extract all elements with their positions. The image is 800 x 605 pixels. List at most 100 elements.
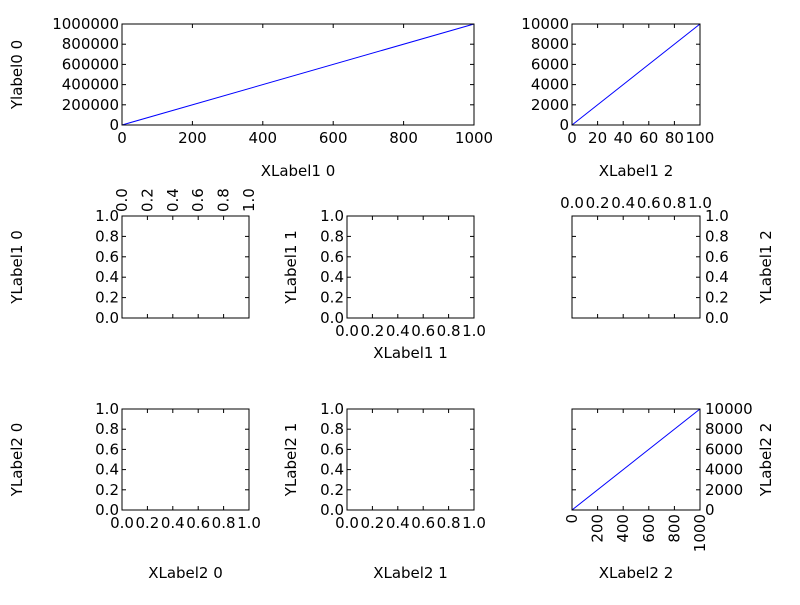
x-tick-label: 0.2 [360, 322, 384, 340]
y-tick-label: 0.4 [95, 268, 119, 286]
series-line [121, 23, 475, 126]
y-tick-label: 0.2 [95, 289, 119, 307]
y-tick-label: 0.0 [95, 309, 119, 327]
x-axis-label: XLabel2 1 [373, 564, 448, 582]
x-tick-label: 0.6 [411, 514, 435, 532]
axes-frame [121, 215, 250, 319]
y-tick-label: 1.0 [95, 400, 119, 418]
x-tick-label: 0.6 [186, 514, 210, 532]
x-tick-label: 800 [389, 129, 418, 147]
x-tick-label: 0.4 [386, 322, 410, 340]
x-tick-label: 1000 [691, 514, 709, 552]
x-tick-label: 40 [614, 129, 633, 147]
x-tick-label: 20 [588, 129, 607, 147]
y-tick-label: 0.6 [95, 440, 119, 458]
y-tick-label: 0.8 [705, 227, 729, 245]
x-tick-label: 0.8 [437, 514, 461, 532]
x-axis-label: XLabel1 2 [599, 162, 674, 180]
y-tick-label: 2000 [531, 96, 569, 114]
x-tick-label: 80 [665, 129, 684, 147]
axes-ax21: 0.0 0.2 0.4 0.6 0.8 1.00.00.20.40.60.81.0YLab… [282, 400, 486, 582]
x-tick-label: 600 [319, 129, 348, 147]
y-tick-label: 0.0 [320, 309, 344, 327]
y-tick-label: 800000 [62, 35, 119, 53]
y-tick-label: 1.0 [320, 207, 344, 225]
x-tick-label: 0.8 [662, 194, 686, 212]
x-tick-label: 400 [614, 514, 632, 543]
x-tick-label: 60 [639, 129, 658, 147]
y-tick-label: 0.6 [705, 248, 729, 266]
y-tick-label: 0.4 [320, 268, 344, 286]
y-tick-label: 4000 [705, 461, 743, 479]
x-tick-label: 0.2 [135, 514, 159, 532]
y-tick-label: 0.2 [95, 481, 119, 499]
y-tick-label: 0.2 [320, 289, 344, 307]
x-tick-label: 0.2 [138, 188, 156, 212]
x-tick-label: 0.0 [110, 514, 134, 532]
x-tick-label: 0.4 [161, 514, 185, 532]
x-tick-label: 0.2 [360, 514, 384, 532]
x-tick-label: 0.6 [637, 194, 661, 212]
x-tick-label: 0.8 [215, 188, 233, 212]
x-tick-label: 1.0 [688, 194, 712, 212]
y-tick-label: 0.4 [705, 268, 729, 286]
y-tick-label: 1.0 [320, 400, 344, 418]
x-tick-label: 0.0 [560, 194, 584, 212]
y-tick-label: 200000 [62, 96, 119, 114]
x-tick-label: 0.4 [164, 188, 182, 212]
y-tick-label: 0.0 [320, 501, 344, 519]
x-tick-label: 1.0 [462, 322, 486, 340]
axes-frame [346, 408, 475, 511]
series-line [571, 23, 701, 126]
x-axis-label: XLabel1 1 [373, 344, 448, 362]
y-tick-label: 0.8 [95, 227, 119, 245]
y-tick-label: 4000 [531, 76, 569, 94]
y-tick-label: 400000 [62, 76, 119, 94]
y-tick-label: 0.0 [705, 309, 729, 327]
x-tick-label: 0.4 [611, 194, 635, 212]
y-axis-label: Ylabel0 0 [8, 40, 26, 110]
x-tick-label: 0.0 [335, 514, 359, 532]
x-tick-label: 0.4 [386, 514, 410, 532]
y-tick-label: 10000 [521, 15, 569, 33]
y-tick-label: 600000 [62, 55, 119, 73]
y-tick-label: 0.0 [95, 501, 119, 519]
y-axis-label: YLabel1 0 [8, 230, 26, 304]
axes-frame [121, 408, 250, 511]
y-tick-label: 8000 [531, 35, 569, 53]
x-tick-label: 1000 [455, 129, 493, 147]
y-tick-label: 6000 [531, 55, 569, 73]
x-tick-label: 100 [686, 129, 715, 147]
y-tick-label: 0 [109, 116, 119, 134]
x-tick-label: 1.0 [237, 514, 261, 532]
x-tick-label: 400 [248, 129, 277, 147]
y-tick-label: 0.6 [320, 440, 344, 458]
axes-ax00: 0 200 400 600 800 1000 0 200000 400000 600000 8000… [8, 15, 493, 180]
x-tick-label: 1.0 [240, 188, 258, 212]
y-tick-label: 0.2 [320, 481, 344, 499]
y-axis-label: YLabel1 1 [282, 230, 300, 304]
y-tick-label: 10000 [705, 400, 753, 418]
y-axis-label: YLabel2 1 [282, 423, 300, 497]
y-tick-label: 2000 [705, 481, 743, 499]
x-axis-label: XLabel2 0 [148, 564, 223, 582]
y-axis-label: YLabel1 2 [757, 230, 775, 304]
x-tick-label: 0 [563, 514, 581, 524]
y-tick-label: 0.6 [320, 248, 344, 266]
x-tick-label: 0.8 [437, 322, 461, 340]
x-tick-label: 600 [640, 514, 658, 543]
y-tick-label: 1.0 [705, 207, 729, 225]
x-axis-label: XLabel2 2 [599, 564, 674, 582]
x-tick-label: 0 [117, 129, 127, 147]
y-tick-label: 6000 [705, 440, 743, 458]
axes-ax02: 0 20 40 60 80 100 0 2000 4000 6000 8000 10000 XLabel… [521, 15, 714, 180]
y-tick-label: 0 [705, 501, 715, 519]
y-tick-label: 0 [559, 116, 569, 134]
y-tick-label: 0.4 [320, 461, 344, 479]
x-tick-label: 0.6 [411, 322, 435, 340]
series-line [571, 408, 701, 511]
y-axis-label: YLabel2 2 [757, 423, 775, 497]
x-tick-label: 0.2 [586, 194, 610, 212]
x-tick-label: 200 [178, 129, 207, 147]
